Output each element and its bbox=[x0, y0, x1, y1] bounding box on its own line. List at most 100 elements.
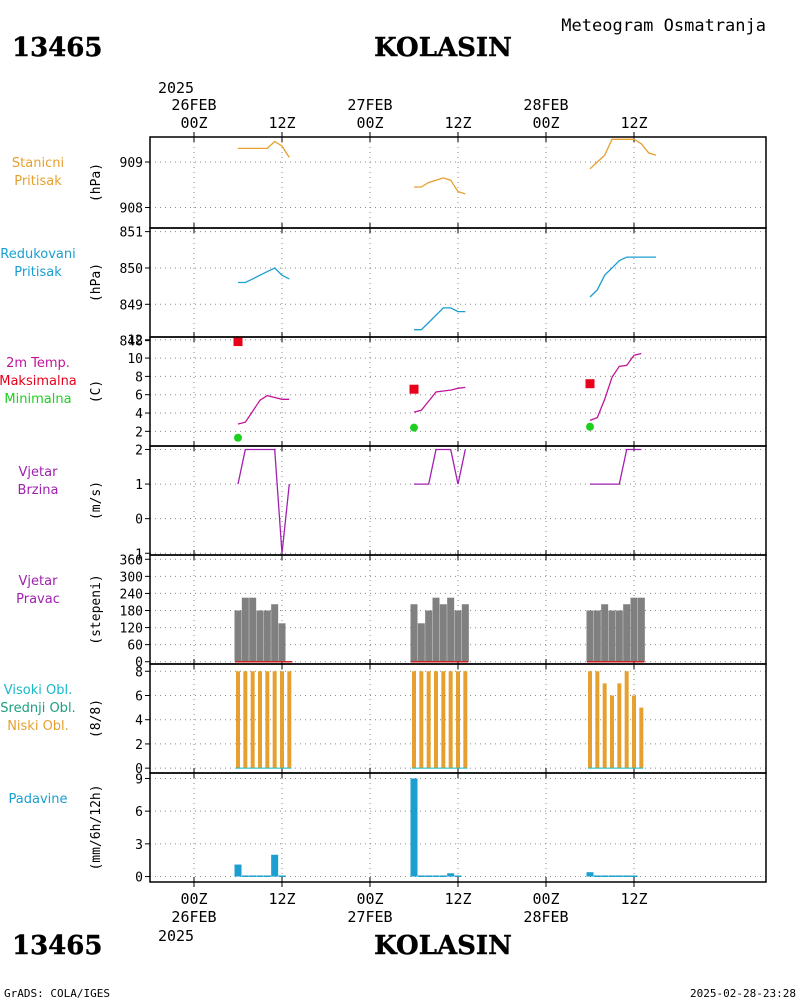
y-tick-label: 4 bbox=[135, 714, 143, 729]
station-id-bottom: 13465 bbox=[12, 931, 102, 961]
cloud-bar bbox=[456, 671, 460, 769]
y-tick-label: 2 bbox=[135, 738, 143, 753]
precip-bar bbox=[432, 875, 440, 877]
wind-dir-bar bbox=[256, 610, 264, 662]
panel-label-line: Pravac bbox=[16, 592, 60, 607]
series-line bbox=[589, 256, 656, 298]
bottom-tick-label: 00Z bbox=[356, 890, 383, 908]
cloud-bar bbox=[272, 671, 277, 769]
panel-label-line: Brzina bbox=[18, 483, 59, 498]
panel-label-line: Niski Obl. bbox=[7, 719, 69, 734]
bottom-tick-label: 12Z bbox=[268, 890, 295, 908]
top-year-label: 2025 bbox=[158, 79, 194, 97]
bottom-year-label: 2025 bbox=[158, 927, 194, 945]
panel-grid bbox=[150, 137, 766, 228]
panel-data bbox=[237, 256, 657, 331]
y-tick-label: 360 bbox=[120, 553, 143, 568]
panel-pressure: 909 908 (hPa) Stanicni Pritisak bbox=[12, 136, 767, 229]
cloud-bar bbox=[463, 671, 468, 769]
precip-bar bbox=[447, 873, 455, 877]
series-line bbox=[238, 267, 290, 284]
cloud-bar bbox=[236, 671, 240, 769]
wind-dir-bar bbox=[417, 623, 425, 662]
panel-data bbox=[233, 337, 642, 442]
y-tick-label: 0 bbox=[135, 656, 143, 671]
y-tick-label: 2 bbox=[135, 443, 143, 458]
y-tick-label: -1 bbox=[127, 547, 143, 562]
y-tick-label: 300 bbox=[120, 570, 143, 585]
cloud-bar bbox=[639, 707, 644, 769]
wind-dir-bar bbox=[234, 610, 242, 662]
panel-label-line: Vjetar bbox=[19, 574, 59, 589]
panel-data bbox=[237, 448, 642, 554]
precip-bar bbox=[241, 875, 249, 877]
y-tick-label: 849 bbox=[120, 298, 143, 313]
top-tick-label: 12Z bbox=[620, 114, 647, 132]
y-tick-label: 1 bbox=[135, 478, 143, 493]
tmax-marker bbox=[233, 337, 243, 347]
precip-bar bbox=[623, 875, 631, 877]
panel-reduced: 851 850 849 848 (hPa) Redukovani Pritisak bbox=[0, 226, 767, 350]
bottom-day-label: 27FEB bbox=[347, 908, 392, 926]
wind-dir-bar bbox=[425, 610, 433, 662]
station-name-bottom: KOLASIN bbox=[374, 931, 512, 961]
station-name-top: KOLASIN bbox=[374, 33, 512, 63]
y-tick-label: 8 bbox=[135, 370, 143, 385]
cloud-bar bbox=[434, 671, 438, 769]
cloud-bar bbox=[595, 671, 600, 769]
bottom-time-axis: 00Z 12Z 00Z 12Z 00Z 12Z 26FEB 27FEB 28FEB bbox=[171, 882, 648, 926]
cloud-bar bbox=[250, 671, 255, 769]
cloud-bar bbox=[426, 671, 431, 769]
series-line bbox=[414, 177, 466, 195]
panel-frame bbox=[149, 772, 767, 883]
panel-data bbox=[234, 597, 645, 663]
panel-label-line: Maksimalna bbox=[0, 374, 77, 389]
y-tick-label: 4 bbox=[135, 407, 143, 422]
tmin-marker bbox=[410, 423, 418, 432]
precip-bar bbox=[263, 875, 271, 877]
y-tick-label: 908 bbox=[120, 202, 143, 217]
panel-data bbox=[234, 778, 638, 877]
wind-dir-bar bbox=[278, 623, 286, 662]
top-day-label: 26FEB bbox=[171, 96, 216, 114]
bottom-tick-label: 12Z bbox=[620, 890, 647, 908]
panel-label-line: Srednji Obl. bbox=[0, 701, 75, 716]
precip-bar bbox=[615, 875, 623, 877]
cloud-bar bbox=[448, 671, 453, 769]
y-tick-label: 9 bbox=[135, 772, 143, 787]
bottom-tick-label: 00Z bbox=[180, 890, 207, 908]
y-tick-label: 8 bbox=[135, 665, 143, 680]
wind-dir-bar bbox=[263, 610, 271, 662]
precip-bar bbox=[586, 872, 594, 877]
tmax-marker bbox=[409, 384, 419, 394]
cloud-bar bbox=[243, 671, 248, 769]
panel-label-line: Pritisak bbox=[14, 265, 62, 280]
tmax-marker bbox=[585, 379, 595, 389]
precip-bar bbox=[278, 875, 286, 877]
wind-dir-bar bbox=[432, 597, 440, 662]
precip-bar bbox=[410, 778, 418, 877]
panel-label-line: Minimalna bbox=[4, 392, 71, 407]
y-tick-label: 180 bbox=[120, 604, 143, 619]
cloud-bar bbox=[588, 671, 592, 769]
series-line bbox=[238, 140, 290, 158]
panel-unit-label: (mm/6h/12h) bbox=[89, 784, 104, 870]
top-day-label: 27FEB bbox=[347, 96, 392, 114]
top-day-label: 28FEB bbox=[523, 96, 568, 114]
wind-dir-bar bbox=[623, 604, 631, 662]
precip-bar bbox=[271, 854, 279, 877]
tmin-marker bbox=[234, 433, 242, 442]
series-line bbox=[414, 307, 466, 331]
wind-dir-bar bbox=[447, 597, 455, 662]
panel-label-line: Pritisak bbox=[14, 174, 62, 189]
precip-bar bbox=[593, 875, 601, 877]
panel-unit-label: (8/8) bbox=[89, 699, 104, 738]
cloud-bar bbox=[419, 671, 424, 769]
y-tick-label: 6 bbox=[135, 689, 143, 704]
cloud-bar bbox=[412, 671, 416, 769]
panel-unit-label: (stepeni) bbox=[89, 574, 104, 644]
series-line bbox=[590, 448, 642, 485]
series-line bbox=[413, 386, 466, 413]
top-tick-label: 00Z bbox=[356, 114, 383, 132]
